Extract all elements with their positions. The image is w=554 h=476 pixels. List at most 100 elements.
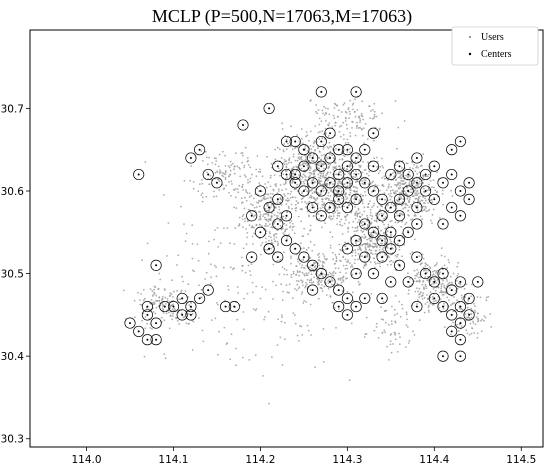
user-point — [288, 207, 290, 209]
user-point — [271, 204, 273, 206]
user-point — [355, 181, 357, 183]
user-point — [338, 109, 340, 111]
user-point — [321, 198, 323, 200]
user-point — [258, 200, 260, 202]
y-tick-label: 30.6 — [1, 186, 25, 198]
user-point — [408, 201, 410, 203]
user-point — [470, 308, 472, 310]
center-point — [320, 215, 322, 217]
user-point — [478, 320, 480, 322]
user-point — [208, 253, 210, 255]
user-point — [422, 176, 424, 178]
user-point — [333, 215, 335, 217]
user-point — [471, 333, 473, 335]
user-point — [405, 203, 407, 205]
user-point — [218, 331, 220, 333]
user-point — [270, 236, 272, 238]
user-point — [310, 197, 312, 199]
user-point — [382, 260, 384, 262]
user-point — [246, 243, 248, 245]
user-point — [301, 128, 303, 130]
user-point — [225, 178, 227, 180]
user-point — [256, 202, 258, 204]
user-point — [408, 206, 410, 208]
user-point — [336, 260, 338, 262]
user-point — [446, 297, 448, 299]
user-point — [197, 190, 199, 192]
user-point — [297, 335, 299, 337]
center-point — [390, 281, 392, 283]
user-point — [319, 218, 321, 220]
user-point — [363, 127, 365, 129]
user-point — [364, 191, 366, 193]
user-point — [355, 170, 357, 172]
user-point — [357, 155, 359, 157]
user-point — [347, 291, 349, 293]
user-point — [310, 278, 312, 280]
user-point — [380, 243, 382, 245]
user-point — [344, 102, 346, 104]
user-point — [425, 176, 427, 178]
user-point — [304, 201, 306, 203]
user-point — [355, 218, 357, 220]
user-point — [232, 163, 234, 165]
center-point — [459, 322, 461, 324]
user-point — [402, 183, 404, 185]
user-point — [267, 194, 269, 196]
user-point — [311, 250, 313, 252]
center-point — [399, 198, 401, 200]
user-point — [229, 167, 231, 169]
user-point — [416, 275, 418, 277]
user-point — [274, 214, 276, 216]
center-point — [459, 339, 461, 341]
center-point — [312, 157, 314, 159]
user-point — [266, 156, 268, 158]
user-point — [250, 178, 252, 180]
user-point — [252, 236, 254, 238]
center-point — [442, 306, 444, 308]
user-point — [351, 127, 353, 129]
user-point — [277, 344, 279, 346]
user-point — [311, 273, 313, 275]
legend-centers-label: Centers — [481, 49, 512, 60]
center-point — [312, 264, 314, 266]
center-point — [190, 314, 192, 316]
user-point — [367, 242, 369, 244]
user-point — [269, 223, 271, 225]
user-point — [274, 240, 276, 242]
center-point — [451, 330, 453, 332]
user-point — [416, 173, 418, 175]
user-point — [442, 280, 444, 282]
user-point — [332, 218, 334, 220]
user-point — [309, 175, 311, 177]
user-point — [371, 245, 373, 247]
user-point — [261, 286, 263, 288]
user-point — [295, 166, 297, 168]
user-point — [314, 170, 316, 172]
user-point — [146, 323, 148, 325]
user-point — [217, 304, 219, 306]
user-point — [390, 186, 392, 188]
user-point — [470, 313, 472, 315]
user-point — [164, 288, 166, 290]
user-point — [348, 194, 350, 196]
user-point — [313, 160, 315, 162]
user-point — [325, 112, 327, 114]
user-point — [354, 206, 356, 208]
user-point — [286, 224, 288, 226]
user-point — [358, 165, 360, 167]
user-point — [341, 192, 343, 194]
user-point — [335, 256, 337, 258]
user-point — [380, 205, 382, 207]
user-point — [361, 214, 363, 216]
user-point — [386, 189, 388, 191]
user-point — [319, 124, 321, 126]
user-point — [390, 264, 392, 266]
user-point — [208, 241, 210, 243]
user-point — [343, 275, 345, 277]
user-point — [342, 233, 344, 235]
user-point — [387, 255, 389, 257]
user-point — [355, 252, 357, 254]
user-point — [379, 263, 381, 265]
user-point — [322, 290, 324, 292]
